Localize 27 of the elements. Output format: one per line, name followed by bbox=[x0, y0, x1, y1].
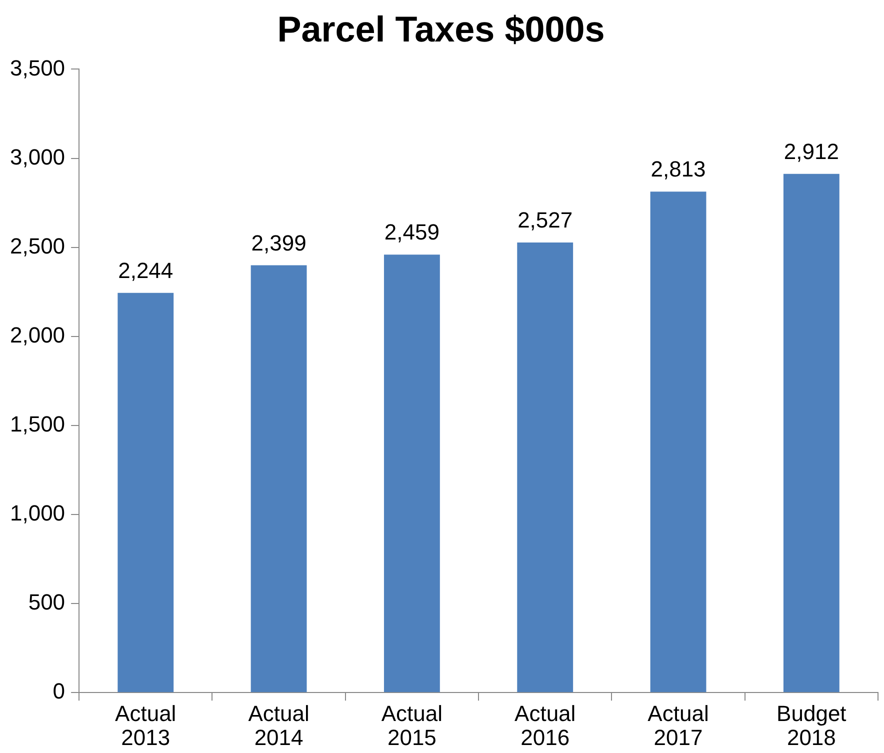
bar bbox=[783, 174, 840, 692]
chart-title: Parcel Taxes $000s bbox=[277, 8, 605, 50]
x-tick-label: Actual 2013 bbox=[115, 700, 176, 750]
data-label: 2,244 bbox=[118, 258, 174, 283]
bar bbox=[250, 265, 307, 692]
data-label: 2,527 bbox=[518, 208, 573, 233]
data-label: 2,813 bbox=[650, 156, 706, 182]
x-tick-label: Actual 2015 bbox=[381, 700, 443, 750]
bar bbox=[384, 254, 440, 692]
x-tick-label: Budget 2018 bbox=[776, 700, 846, 750]
y-tick-label: 1,500 bbox=[10, 411, 66, 436]
x-tick-label: Actual 2017 bbox=[648, 700, 709, 750]
y-tick-label: 2,000 bbox=[10, 322, 66, 348]
y-tick-label: 500 bbox=[28, 590, 66, 615]
y-tick-label: 2,500 bbox=[10, 233, 66, 258]
bar bbox=[650, 192, 706, 692]
x-tick-label: Actual 2014 bbox=[248, 700, 310, 750]
data-label: 2,459 bbox=[384, 220, 440, 245]
y-tick-label: 3,000 bbox=[10, 144, 66, 170]
data-label: 2,399 bbox=[251, 230, 306, 256]
y-tick-label: 1,000 bbox=[10, 500, 66, 526]
data-label: 2,912 bbox=[784, 138, 839, 164]
y-tick-label: 3,500 bbox=[10, 55, 66, 80]
bar bbox=[517, 242, 574, 692]
y-tick-label: 0 bbox=[52, 678, 66, 704]
bar bbox=[118, 292, 174, 692]
x-tick-label: Actual 2016 bbox=[514, 700, 576, 750]
